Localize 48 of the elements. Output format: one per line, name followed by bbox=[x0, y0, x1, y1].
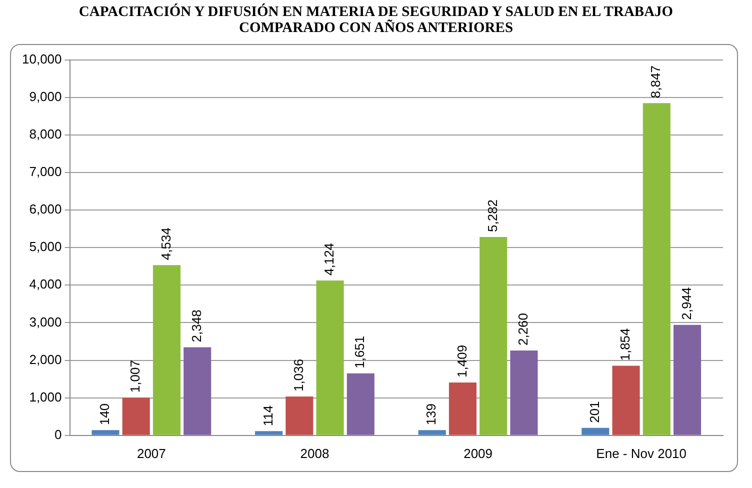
y-tick-label: 4,000 bbox=[29, 276, 62, 292]
y-tick-label: 1,000 bbox=[29, 389, 62, 404]
y-tick-label: 8,000 bbox=[29, 126, 62, 142]
y-tick-label: 2,000 bbox=[29, 352, 62, 367]
bar bbox=[286, 396, 314, 435]
bar bbox=[152, 265, 181, 435]
data-label: 4,124 bbox=[322, 242, 337, 276]
data-label: 1,409 bbox=[454, 344, 470, 378]
data-label: 8,847 bbox=[648, 66, 664, 98]
data-label: 1,651 bbox=[352, 336, 368, 368]
bar bbox=[92, 430, 120, 435]
x-tick-label: 2009 bbox=[464, 446, 492, 461]
data-label: 2,944 bbox=[678, 287, 694, 320]
chart-title: CAPACITACIÓN Y DIFUSIÓN EN MATERIA DE SEGURIDAD Y SALUD EN EL TRABAJO COMPARADO CON AÑOS ANTERIORES bbox=[78, 4, 674, 36]
data-label: 139 bbox=[424, 403, 439, 426]
x-tick-label: 2008 bbox=[300, 446, 330, 461]
x-tick-label: 2007 bbox=[136, 446, 166, 461]
y-tick-label: 6,000 bbox=[29, 202, 62, 217]
bar bbox=[316, 280, 344, 435]
data-label: 201 bbox=[586, 401, 602, 423]
data-label: 1,036 bbox=[290, 358, 306, 392]
y-tick-label: 3,000 bbox=[29, 314, 62, 330]
y-tick-label: 7,000 bbox=[29, 164, 62, 180]
data-label: 114 bbox=[260, 405, 276, 426]
bar bbox=[346, 373, 374, 435]
data-label: 1,854 bbox=[618, 328, 633, 361]
bar bbox=[582, 428, 610, 435]
bar bbox=[255, 431, 283, 435]
bar bbox=[480, 237, 508, 435]
bar bbox=[448, 382, 477, 435]
bar bbox=[510, 350, 538, 435]
bar bbox=[612, 366, 640, 435]
bar bbox=[184, 347, 212, 435]
x-tick-label: Ene - Nov 2010 bbox=[596, 446, 687, 461]
y-tick-label: 9,000 bbox=[29, 88, 62, 104]
data-label: 2,348 bbox=[188, 310, 204, 342]
y-tick-label: 0 bbox=[54, 426, 62, 442]
bar bbox=[122, 398, 150, 435]
y-tick-label: 10,000 bbox=[22, 51, 62, 66]
data-label: 2,260 bbox=[516, 312, 531, 346]
bar bbox=[418, 430, 446, 435]
bar bbox=[673, 324, 702, 435]
bar bbox=[642, 103, 670, 435]
y-tick-label: 5,000 bbox=[29, 239, 62, 254]
data-label: 5,282 bbox=[484, 199, 500, 232]
data-label: 140 bbox=[97, 403, 112, 426]
data-label: 4,534 bbox=[158, 228, 174, 260]
data-label: 1,007 bbox=[128, 360, 143, 393]
